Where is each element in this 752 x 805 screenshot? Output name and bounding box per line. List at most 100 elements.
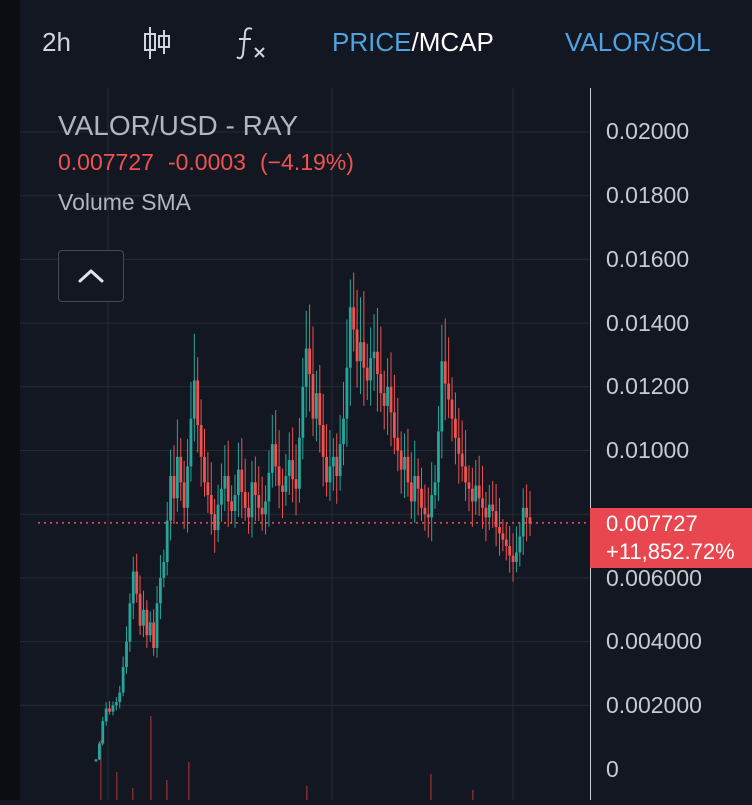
candle-body <box>148 622 152 636</box>
pair-switch-button[interactable]: VALOR/SOL <box>565 27 711 57</box>
candle-body <box>308 348 312 375</box>
candle-body <box>386 386 389 406</box>
candle-body <box>304 348 308 387</box>
candle-body <box>433 482 437 496</box>
candle-body <box>165 520 169 562</box>
candle-body <box>111 705 115 712</box>
candle-body <box>162 561 166 578</box>
price-quote: 0.007727 -0.0003 (−4.19%) <box>58 146 368 178</box>
candle-body <box>460 453 464 467</box>
price-change: -0.0003 <box>167 149 246 175</box>
candle-body <box>277 466 281 486</box>
candle-body <box>108 708 111 712</box>
candle-body <box>321 425 325 457</box>
candle-body <box>379 374 383 394</box>
candle-body <box>494 511 498 527</box>
candle-body <box>281 485 284 492</box>
candle-body <box>359 342 362 362</box>
candle-body <box>257 495 261 508</box>
candle-body <box>216 504 220 531</box>
candle-body <box>528 517 532 524</box>
candle-body <box>450 399 454 419</box>
candle-body <box>172 475 176 499</box>
candle-body <box>511 555 515 562</box>
candle-body <box>464 466 467 483</box>
candle-body <box>179 456 183 483</box>
candle-body <box>203 456 206 483</box>
candle-body <box>240 469 244 492</box>
volume-bar <box>116 772 118 800</box>
toggle-separator: / <box>411 27 419 57</box>
candle-body <box>270 444 274 473</box>
candle-body <box>220 488 223 505</box>
candle-body <box>114 702 118 706</box>
price-axis-tick: 0.01600 <box>606 246 690 272</box>
interval-button[interactable]: 2h <box>42 27 71 57</box>
candle-body <box>213 514 217 531</box>
candle-body <box>467 482 471 489</box>
candle-body <box>521 507 525 537</box>
last-price-badge: 0.007727 +11,852.72% <box>590 508 752 568</box>
candle-body <box>294 479 298 489</box>
price-mcap-toggle[interactable]: PRICE/MCAP <box>332 24 494 60</box>
candle-body <box>131 571 135 604</box>
candle-body <box>342 418 345 445</box>
symbol-title: VALOR/USD - RAY <box>58 110 299 141</box>
candle-body <box>125 641 128 668</box>
candle-body <box>155 603 159 648</box>
candle-body <box>206 482 210 496</box>
candle-body <box>447 383 451 400</box>
candle-body <box>416 475 420 489</box>
candle-body <box>264 501 267 515</box>
candle-body <box>362 342 366 368</box>
study-label[interactable]: Volume SMA <box>58 189 191 215</box>
candle-body <box>454 418 457 438</box>
candle-body <box>487 504 491 518</box>
candle-body <box>192 380 196 419</box>
candle-body <box>420 488 423 508</box>
candlestick-icon[interactable] <box>142 26 172 69</box>
candle-body <box>426 514 430 518</box>
candle-body <box>121 667 125 693</box>
candle-body <box>274 444 278 467</box>
candle-body <box>226 475 230 502</box>
candle-body <box>159 577 162 604</box>
badge-change-pct: +11,852.72% <box>606 539 735 564</box>
candle-body <box>477 485 481 499</box>
price-axis-border <box>590 88 591 800</box>
candle-body <box>196 380 200 426</box>
chevron-up-icon <box>78 269 104 283</box>
candle-body <box>97 743 101 760</box>
candle-body <box>331 456 335 467</box>
collapse-legend-button[interactable] <box>58 250 124 302</box>
candle-body <box>470 488 474 502</box>
volume-bar <box>472 790 474 800</box>
candle-body <box>169 475 172 521</box>
price-chart[interactable] <box>0 88 752 800</box>
candle-body <box>104 708 108 722</box>
badge-price: 0.007727 <box>606 511 698 536</box>
price-axis-tick: 0.002000 <box>606 692 702 718</box>
volume-bar <box>166 780 168 800</box>
volume-bar <box>188 762 190 800</box>
candle-body <box>250 482 254 518</box>
candle-body <box>335 456 339 476</box>
candle-body <box>237 469 240 496</box>
candle-body <box>328 466 332 483</box>
mcap-label: MCAP <box>418 27 494 57</box>
candle-body <box>501 533 505 540</box>
candle-body <box>287 460 291 476</box>
candle-body <box>152 622 156 648</box>
candlestick-plot[interactable] <box>0 88 752 800</box>
candle-body <box>498 526 501 534</box>
candle-body <box>338 444 342 476</box>
candle-body <box>365 367 369 381</box>
fx-indicator-icon[interactable] <box>236 24 270 71</box>
candle-body <box>175 456 179 499</box>
candle-body <box>389 386 393 413</box>
price-axis-tick: 0.01800 <box>606 182 690 208</box>
candle-body <box>348 307 352 368</box>
candle-body <box>199 425 203 457</box>
candle-body <box>267 472 271 502</box>
price-axis-tick: 0.004000 <box>606 628 702 654</box>
